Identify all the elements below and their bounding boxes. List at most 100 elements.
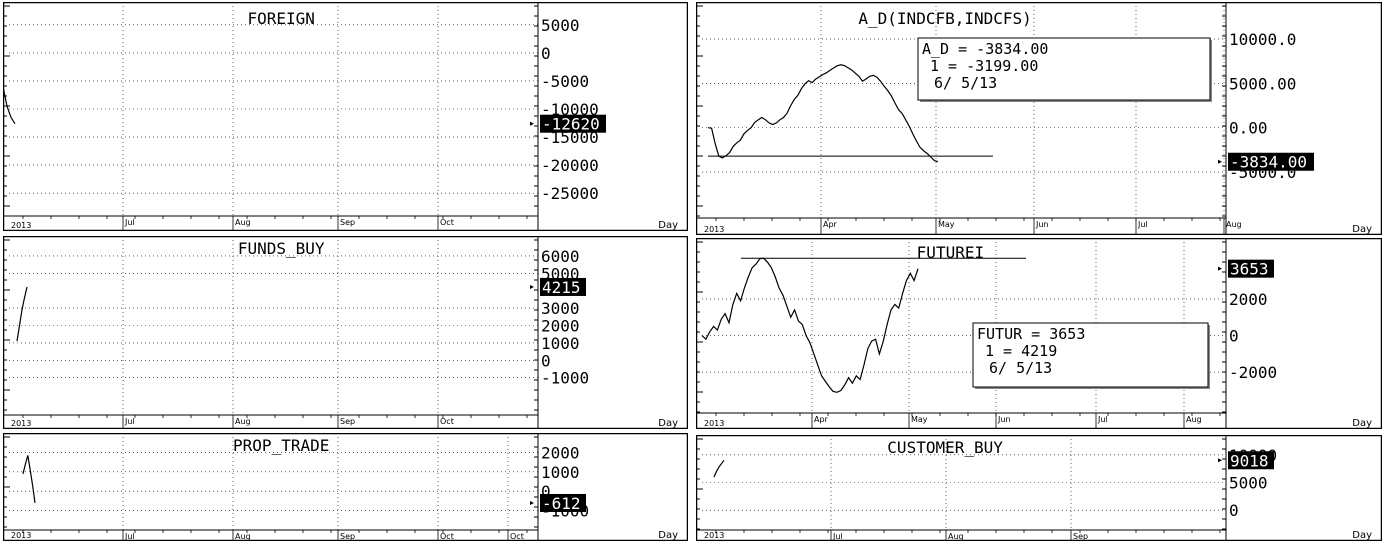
series-line [707, 64, 939, 163]
day-label: Day [1352, 418, 1372, 429]
y-tick-label: 6000 [541, 247, 580, 266]
current-value-label: -612 [542, 494, 581, 513]
current-value-bg [1228, 259, 1274, 278]
y-tick-label: 2000 [1229, 290, 1268, 309]
current-value-label: 9018 [1230, 451, 1269, 470]
y-tick-label: 0 [541, 44, 551, 63]
x-tick-label: Oct [510, 532, 524, 541]
legend-line-3: 6/ 5/13 [934, 74, 997, 92]
panel-frame [3, 433, 688, 541]
legend-line-3: 6/ 5/13 [989, 359, 1052, 377]
chart-panel-prop-trade: JulAugSepOctOct2013PROP_TRADE200010000-1… [3, 433, 688, 541]
x-tick-label: Oct [440, 532, 454, 541]
x-tick-label: Jun [997, 415, 1011, 424]
y-tick-label: 5000 [1229, 474, 1268, 493]
y-tick-label: -2000 [1229, 363, 1277, 382]
x-tick-label: Apr [814, 415, 829, 424]
legend-line-1: A_D = -3834.00 [922, 40, 1048, 58]
year-label: 2013 [704, 419, 724, 428]
x-tick-label: Jul [1137, 220, 1148, 229]
y-tick-label: -5000 [541, 72, 589, 91]
chart-title: CUSTOMER_BUY [887, 438, 1003, 457]
x-tick-label: Jul [832, 532, 843, 541]
series-line [701, 257, 919, 393]
panel-frame [3, 236, 688, 429]
x-tick-label: Sep [340, 218, 355, 227]
y-tick-label: 0 [1229, 501, 1239, 520]
x-tick-label: Aug [235, 532, 251, 541]
chart-svg: JulAugSepOctOct2013PROP_TRADE200010000-1… [3, 433, 688, 541]
chart-title: FUTUREI [917, 243, 984, 262]
y-tick-label: 0 [1229, 327, 1239, 346]
x-tick-label: Sep [340, 532, 355, 541]
x-tick-label: Sep [1073, 532, 1088, 541]
x-tick-label: Oct [440, 218, 454, 227]
chart-title: PROP_TRADE [233, 436, 329, 455]
x-tick-label: Oct [440, 417, 454, 426]
y-tick-label: -15000 [541, 128, 599, 147]
chart-panel-foreign: Jul Aug Sep Oct 2013 FOREIGN 5000 0 -5000 -10000-… [3, 2, 688, 231]
x-tick-label: Jun [1035, 220, 1049, 229]
x-tick-label: Jul [1097, 415, 1108, 424]
x-tick-label: Aug [948, 532, 964, 541]
day-label: Day [1352, 224, 1372, 235]
current-value-marker-icon [1218, 159, 1222, 164]
current-value-label: -12620 [542, 115, 600, 134]
x-tick-label: Aug [235, 417, 251, 426]
chart-title: A_D(INDCFB,INDCFS) [858, 9, 1031, 28]
y-tick-label: 0 [541, 482, 551, 501]
day-label: Day [658, 530, 678, 541]
current-value-bg [540, 277, 586, 296]
current-value-marker-icon [1218, 266, 1222, 271]
y-tick-label: 5000 [541, 16, 580, 35]
current-value-bg [540, 493, 586, 512]
chart-svg: JulAugSep2013CUSTOMER_BUY10000500009018D… [696, 435, 1382, 541]
legend-box [972, 322, 1209, 388]
y-tick-label: -25000 [541, 184, 599, 203]
panel-frame [696, 238, 1382, 429]
chart-panel-funds-buy: Jul Aug Sep Oct 2013 FUNDS_BUY 6000 5000 3000 200… [3, 236, 688, 429]
series-line [713, 459, 725, 478]
legend-line-2: 1 = 4219 [985, 342, 1057, 360]
panel-frame [696, 2, 1382, 235]
y-tick-label: -20000 [541, 156, 599, 175]
y-tick-label: 2000 [541, 317, 580, 336]
chart-panel-a-d: Apr May Jun Jul Aug 2013 A_D(INDCFB,INDCFS) 100… [696, 2, 1382, 235]
y-tick-label: 0.00 [1229, 119, 1268, 138]
y-tick-label: 3000 [541, 299, 580, 318]
x-tick-label: May [938, 220, 955, 229]
legend-box [917, 37, 1211, 101]
x-tick-label: Aug [235, 218, 251, 227]
chart-panel-customer-buy: JulAugSep2013CUSTOMER_BUY10000500009018D… [696, 435, 1382, 541]
year-label: 2013 [704, 531, 724, 540]
year-label: 2013 [11, 531, 31, 540]
chart-title: FOREIGN [247, 9, 314, 28]
y-tick-label: 5000.00 [1229, 74, 1296, 93]
series-line [22, 455, 36, 504]
y-tick-label: -1000 [541, 369, 589, 388]
year-label: 2013 [11, 419, 31, 428]
y-tick-label: 1000 [541, 463, 580, 482]
x-tick-label: Apr [823, 220, 838, 229]
y-tick-label: -10000 [541, 100, 599, 119]
current-value-bg [540, 114, 606, 133]
current-value-marker-icon [530, 121, 534, 126]
x-tick-label: Jul [124, 417, 135, 426]
chart-svg: Apr May Jun Jul Aug 2013 FUTUREI 2000 0 -2000 3653… [696, 238, 1382, 429]
current-value-label: -3834.00 [1230, 153, 1307, 172]
chart-svg: Apr May Jun Jul Aug 2013 A_D(INDCFB,INDCFS) 100… [696, 2, 1382, 235]
current-value-marker-icon [530, 284, 534, 289]
x-tick-label: Jul [124, 532, 135, 541]
chart-title: FUNDS_BUY [238, 239, 325, 258]
panel-frame [696, 435, 1382, 541]
series-line [16, 286, 28, 342]
y-tick-label: 0 [541, 351, 551, 370]
year-label: 2013 [11, 221, 31, 230]
day-label: Day [658, 418, 678, 429]
y-tick-label: 10000.0 [1229, 30, 1296, 49]
x-tick-label: Jul [124, 218, 135, 227]
x-tick-label: Sep [340, 417, 355, 426]
current-value-marker-icon [530, 500, 534, 505]
